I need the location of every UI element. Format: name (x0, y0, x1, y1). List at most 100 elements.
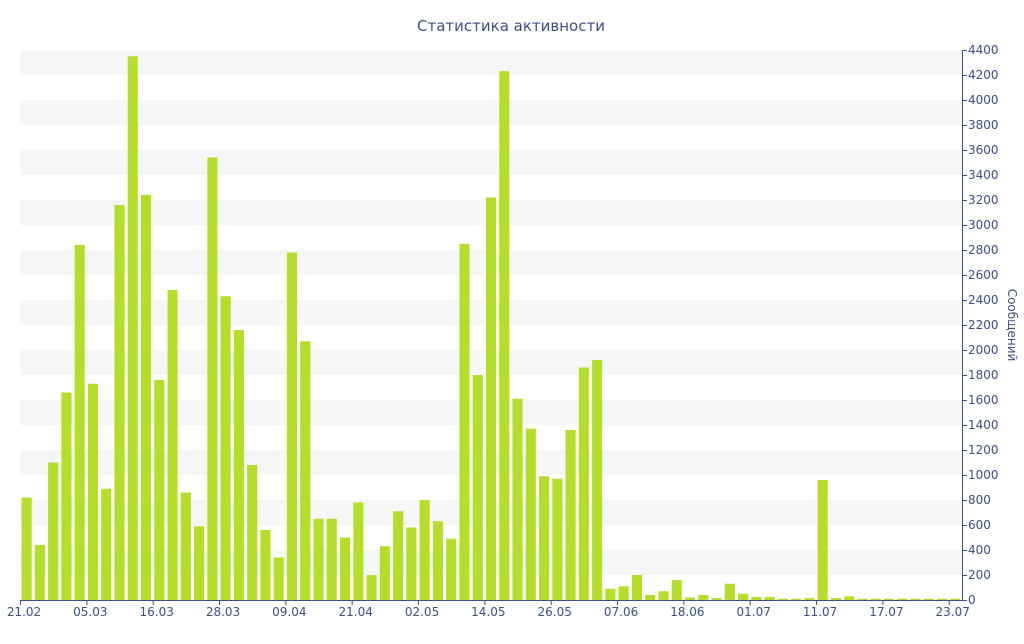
y-tick-label: 3800 (968, 118, 999, 132)
bar (485, 197, 497, 600)
bar (247, 465, 258, 600)
y-tick-label: 1800 (968, 368, 999, 382)
bar (724, 583, 735, 600)
bar (751, 596, 762, 601)
bar (233, 330, 244, 600)
bar (34, 545, 45, 600)
bar (286, 252, 298, 600)
bar (313, 518, 324, 600)
bar (950, 598, 961, 600)
bar (565, 430, 576, 600)
y-tick-label: 1600 (968, 393, 999, 407)
bar (499, 71, 510, 600)
bar (539, 476, 550, 600)
bar (618, 586, 629, 600)
bar (592, 360, 603, 600)
y-tick-label: 1000 (968, 468, 999, 482)
y-tick-label: 200 (968, 568, 991, 582)
bar (937, 598, 948, 600)
bar (472, 375, 483, 600)
bar (512, 398, 523, 600)
bar-series (21, 56, 961, 601)
x-tick-label: 01.07 (737, 605, 771, 619)
y-tick-label: 2600 (968, 268, 999, 282)
bar (698, 595, 709, 600)
bar (21, 497, 32, 600)
bar (101, 488, 112, 600)
bar (194, 526, 205, 600)
y-tick-label: 3600 (968, 143, 999, 157)
bar (87, 383, 99, 600)
bar (764, 596, 775, 601)
bar (897, 598, 908, 600)
bar (684, 597, 696, 600)
x-tick-label: 18.06 (670, 605, 704, 619)
bar (830, 598, 841, 601)
x-tick-label: 21.04 (339, 605, 373, 619)
bar (671, 580, 682, 600)
bar (446, 538, 457, 600)
x-tick-label: 26.05 (538, 605, 572, 619)
grid-band (20, 150, 962, 175)
y-tick-label: 3200 (968, 193, 999, 207)
bar (631, 575, 642, 600)
y-tick-label: 2000 (968, 343, 999, 357)
x-tick-label: 16.03 (139, 605, 173, 619)
y-axis-label: Сообщений (1005, 289, 1019, 362)
x-tick-label: 11.07 (803, 605, 837, 619)
x-tick-label: 23.07 (936, 605, 970, 619)
x-axis-ticks: 21.02 05.03 16.03 28.03 09.04 21.04 02.05 14.05… (7, 600, 970, 619)
bar (817, 480, 828, 600)
bar (525, 428, 536, 600)
bar (207, 157, 218, 600)
y-tick-label: 3400 (968, 168, 999, 182)
bar (300, 341, 311, 600)
bar (141, 195, 152, 600)
bar (711, 598, 722, 601)
y-tick-label: 1200 (968, 443, 999, 457)
bar (844, 596, 855, 600)
bar (74, 245, 85, 600)
bar (552, 478, 563, 600)
bar (923, 598, 934, 600)
y-tick-label: 2800 (968, 243, 999, 257)
bar (393, 511, 404, 600)
bar (578, 367, 589, 600)
bar (154, 380, 165, 600)
bar (48, 462, 59, 600)
y-tick-label: 400 (968, 543, 991, 557)
bar (366, 575, 377, 600)
bar (459, 243, 470, 600)
bar (738, 593, 749, 600)
bar (419, 500, 430, 600)
x-tick-label: 21.02 (7, 605, 41, 619)
bar (777, 598, 788, 600)
bar (353, 502, 364, 600)
bar (326, 518, 337, 600)
bar (804, 598, 815, 601)
bar (791, 598, 802, 600)
x-tick-label: 02.05 (405, 605, 439, 619)
y-tick-label: 3000 (968, 218, 999, 232)
bar (406, 527, 417, 600)
bar (379, 546, 390, 600)
bar (260, 530, 271, 600)
bar (127, 56, 138, 600)
bar (220, 296, 231, 600)
x-tick-label: 28.03 (206, 605, 240, 619)
bar (180, 492, 191, 600)
y-tick-label: 0 (968, 593, 976, 607)
bar (167, 290, 178, 600)
y-tick-label: 4400 (968, 43, 999, 57)
chart-title: Статистика активности (417, 17, 605, 35)
bar (645, 595, 656, 600)
x-tick-label: 09.04 (272, 605, 306, 619)
y-tick-label: 600 (968, 518, 991, 532)
bar (910, 598, 921, 600)
bar (432, 521, 443, 600)
bar (61, 392, 72, 600)
x-tick-label: 17.07 (869, 605, 903, 619)
bar (883, 598, 895, 600)
bar (870, 598, 881, 600)
